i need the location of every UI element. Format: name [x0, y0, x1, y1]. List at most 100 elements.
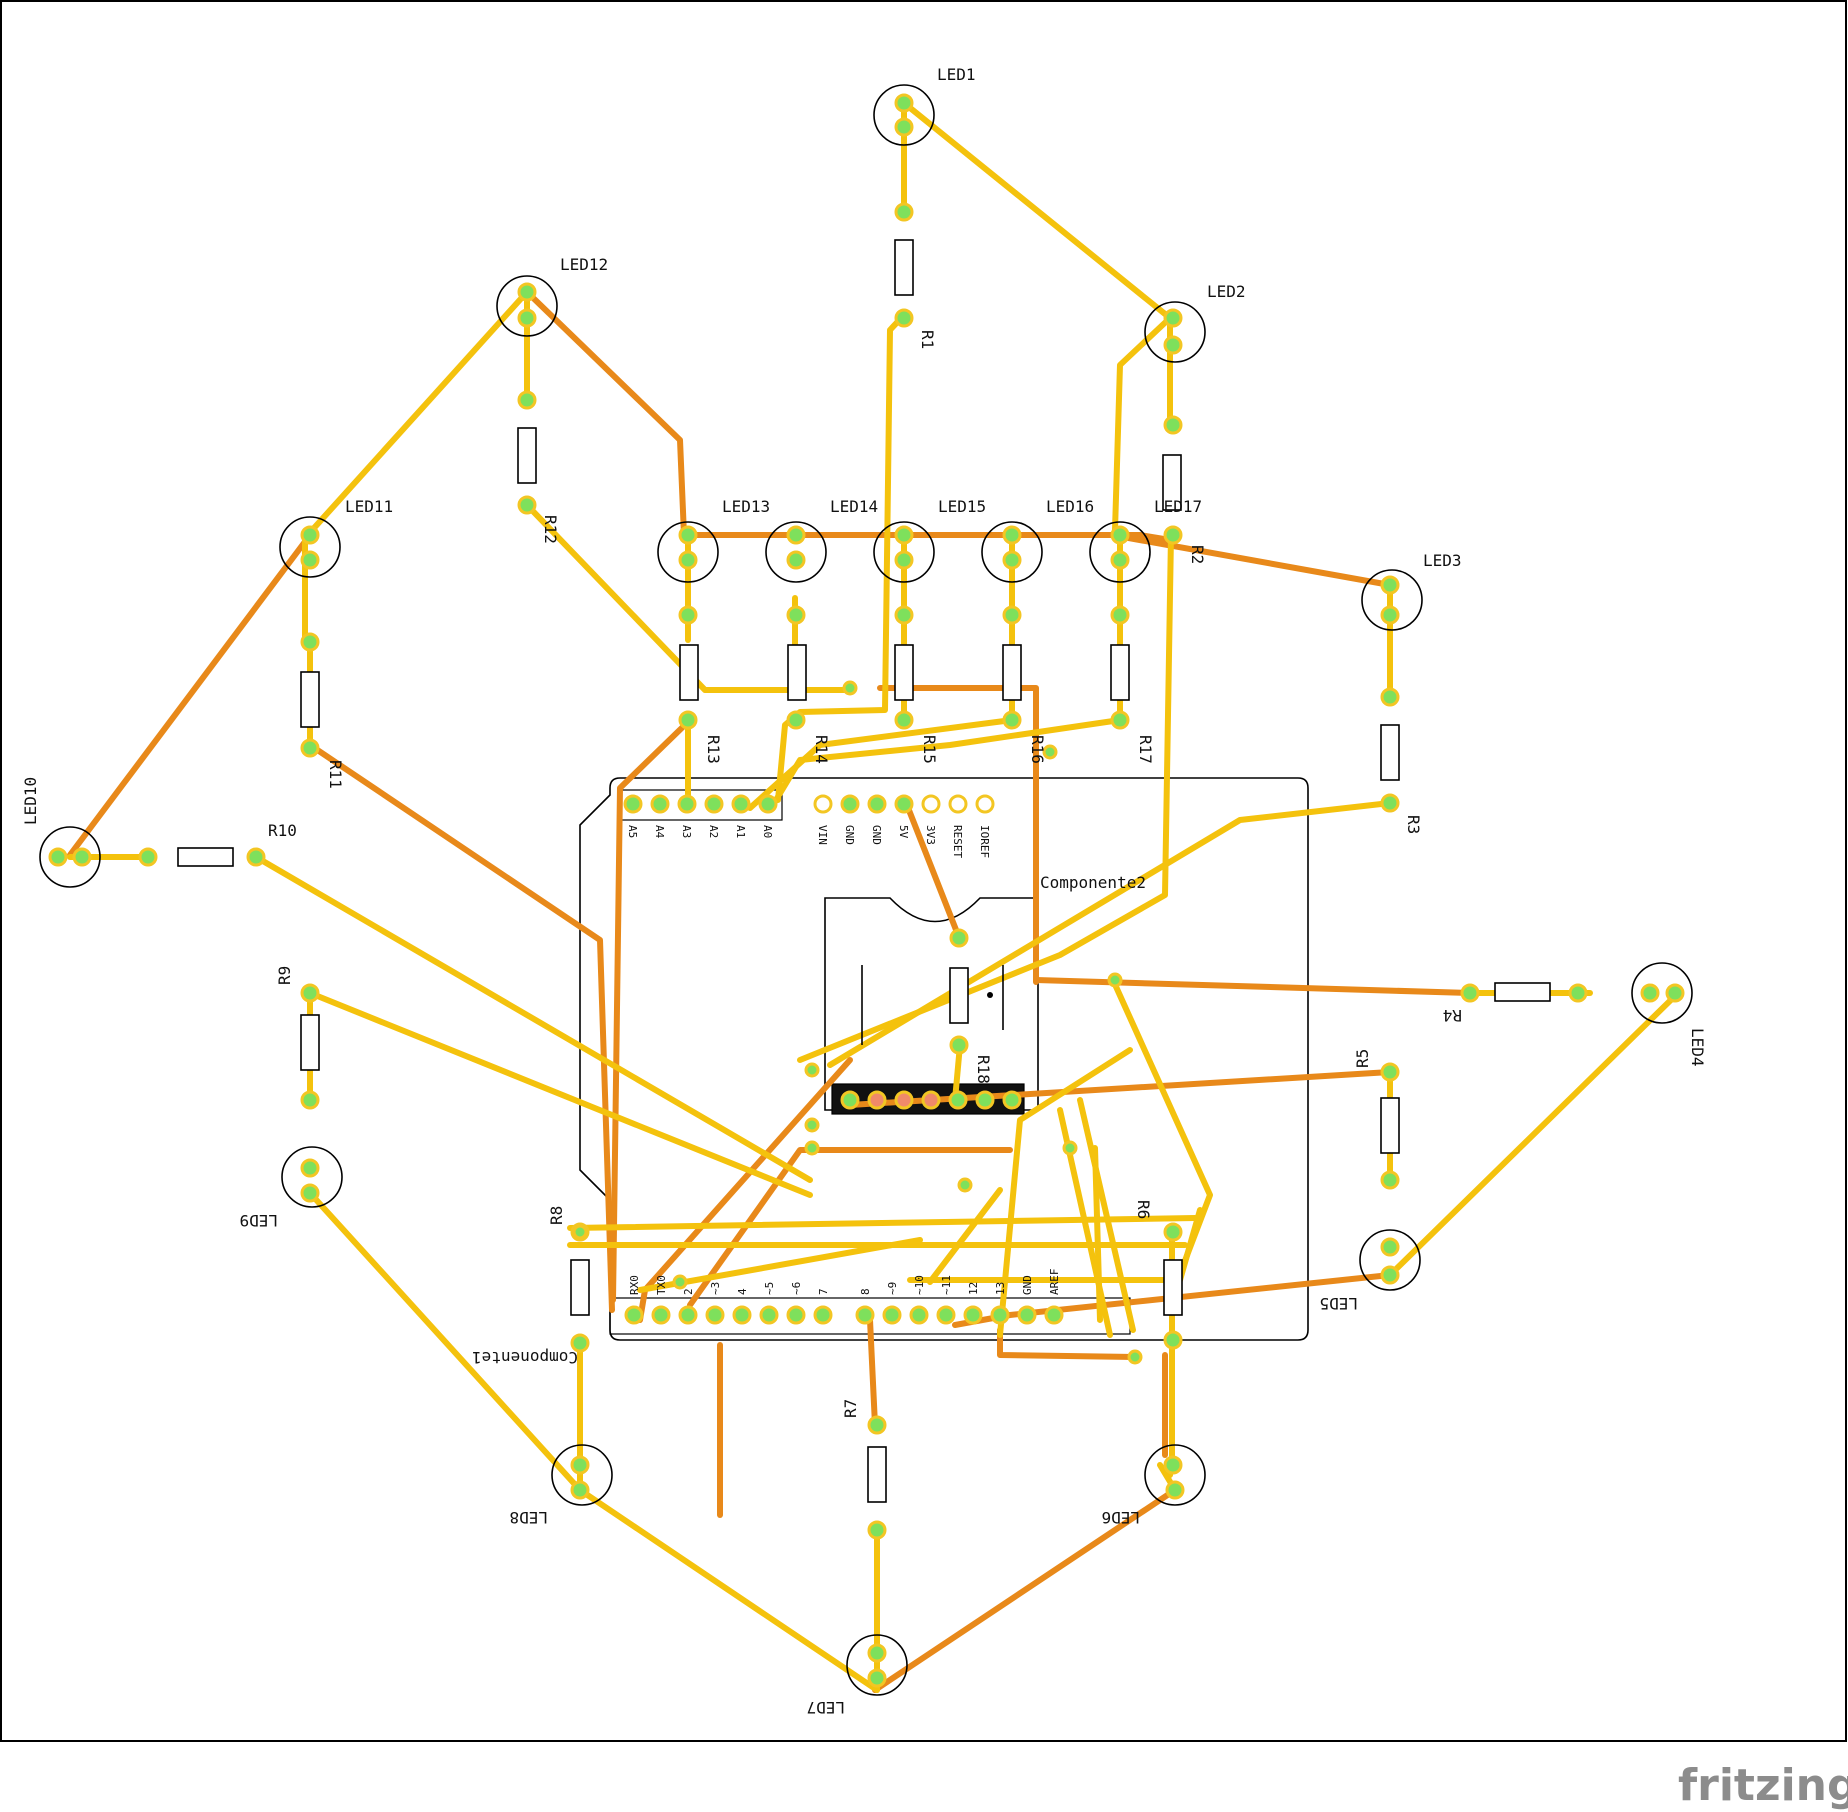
- label-r9: R9: [275, 966, 294, 985]
- led8-outline: [551, 1444, 613, 1506]
- resistor-r3-body: [1380, 724, 1400, 781]
- led5-outline: [1359, 1229, 1421, 1291]
- label-led10: LED10: [21, 777, 40, 825]
- label-r14: R14: [812, 735, 831, 764]
- resistor-r15-body: [894, 644, 914, 701]
- label-r13: R13: [704, 735, 723, 764]
- resistor-r10-body: [177, 847, 234, 867]
- top-header-pin-gnd: [840, 794, 860, 814]
- label-led8: LED8: [509, 1508, 548, 1527]
- top-pin-label-5: A0: [761, 825, 774, 838]
- bottom-header-pin-2: [678, 1305, 698, 1325]
- label-led15: LED15: [938, 497, 986, 516]
- label-led1: LED1: [937, 65, 976, 84]
- resistor-bodies: [177, 239, 1551, 1503]
- bottom-pin-label-8: 8: [859, 1288, 872, 1295]
- led14-outline: [765, 521, 827, 583]
- bottom-pin-labels: RX0 TX0 2 ~3 4 ~5 ~6 7 8 ~9 ~10 ~11 12 13 GND AREF: [628, 1269, 1061, 1296]
- resistor-r2-body: [1162, 454, 1182, 511]
- top-pin-label-7: GND: [843, 825, 856, 845]
- label-led14: LED14: [830, 497, 878, 516]
- bottom-header-pin-1: [651, 1305, 671, 1325]
- label-componente1: Componente1: [472, 1348, 578, 1367]
- resistor-r9-body: [300, 1014, 320, 1071]
- label-led5: LED5: [1319, 1294, 1358, 1313]
- fritzing-logo: fritzing: [1678, 1760, 1848, 1811]
- led-outlines: [39, 84, 1693, 1696]
- top-header-pin-a5: [623, 794, 643, 814]
- top-header-pads: [623, 794, 995, 814]
- led17-outline: [1089, 521, 1151, 583]
- resistor-r18-body: [949, 967, 969, 1024]
- resistor-r8-body: [570, 1259, 590, 1316]
- label-r5: R5: [1353, 1049, 1372, 1068]
- bottom-header-pin-3: [705, 1305, 725, 1325]
- label-r11: R11: [326, 760, 345, 789]
- label-r7: R7: [841, 1399, 860, 1418]
- bottom-header-pin-14: [1017, 1305, 1037, 1325]
- bottom-pin-label-4: 4: [736, 1288, 749, 1295]
- top-header-pin-gnd: [867, 794, 887, 814]
- bottom-header-pin-11: [936, 1305, 956, 1325]
- label-led16: LED16: [1046, 497, 1094, 516]
- resistor-r7-body: [867, 1446, 887, 1503]
- bottom-pin-label-1: TX0: [655, 1275, 668, 1295]
- led10-outline: [39, 826, 101, 888]
- label-r18: R18: [974, 1055, 993, 1084]
- top-header-pin-a1: [731, 794, 751, 814]
- label-r8: R8: [547, 1206, 566, 1225]
- bottom-pin-label-10: ~10: [913, 1275, 926, 1295]
- top-pin-label-4: A1: [734, 825, 747, 838]
- label-led2: LED2: [1207, 282, 1246, 301]
- bottom-pin-label-13: 13: [994, 1282, 1007, 1295]
- top-traces: [67, 100, 1681, 1693]
- bottom-header-pin-7: [813, 1305, 833, 1325]
- top-header-pin-a2: [704, 794, 724, 814]
- label-led13: LED13: [722, 497, 770, 516]
- label-led3: LED3: [1423, 551, 1462, 570]
- bottom-header-pin-0: [624, 1305, 644, 1325]
- resistor-r5-body: [1380, 1097, 1400, 1154]
- label-r4: R4: [1443, 1006, 1462, 1025]
- top-pin-label-2: A3: [680, 825, 693, 838]
- led15-outline: [873, 521, 935, 583]
- relay-header-pin-2: [894, 1090, 914, 1110]
- relay-header-pin-3: [921, 1090, 941, 1110]
- led12-outline: [496, 275, 558, 337]
- label-r1: R1: [918, 330, 937, 349]
- bottom-pin-label-14: GND: [1021, 1275, 1034, 1295]
- bottom-pin-label-6: ~6: [790, 1282, 803, 1295]
- top-pin-labels: A5 A4 A3 A2 A1 A0 VIN GND GND 5V 3V3 RESET IOREF: [626, 825, 991, 858]
- top-pin-label-9: 5V: [897, 825, 910, 839]
- bottom-header-pin-12: [963, 1305, 983, 1325]
- top-pin-label-10: 3V3: [924, 825, 937, 845]
- relay-header-pads: [840, 1090, 1022, 1110]
- relay-header-pin-6: [1002, 1090, 1022, 1110]
- bottom-header-pin-9: [882, 1305, 902, 1325]
- label-r17: R17: [1136, 735, 1155, 764]
- label-led4: LED4: [1688, 1028, 1707, 1067]
- top-pin-label-1: A4: [653, 825, 666, 839]
- label-led11: LED11: [345, 497, 393, 516]
- resistor-r17-body: [1110, 644, 1130, 701]
- top-header-pin-a0: [758, 794, 778, 814]
- top-pin-label-12: IOREF: [978, 825, 991, 858]
- bottom-header-pin-5: [759, 1305, 779, 1325]
- bottom-pin-label-5: ~5: [763, 1282, 776, 1295]
- top-header-pin-ioref: [975, 794, 995, 814]
- bottom-pin-label-2: 2: [682, 1288, 695, 1295]
- bottom-pin-label-15: AREF: [1048, 1269, 1061, 1296]
- bottom-header-pads: [624, 1305, 1064, 1325]
- top-header-pin-a3: [677, 794, 697, 814]
- led9-outline: [281, 1146, 343, 1208]
- bottom-header-pin-15: [1044, 1305, 1064, 1325]
- top-pin-label-11: RESET: [951, 825, 964, 858]
- pads: [48, 93, 1685, 1688]
- resistor-r1-body: [894, 239, 914, 296]
- resistor-r11-body: [300, 671, 320, 728]
- bottom-pin-label-0: RX0: [628, 1275, 641, 1295]
- label-r12: R12: [541, 515, 560, 544]
- label-r10: R10: [268, 821, 297, 840]
- relay-header-pin-0: [840, 1090, 860, 1110]
